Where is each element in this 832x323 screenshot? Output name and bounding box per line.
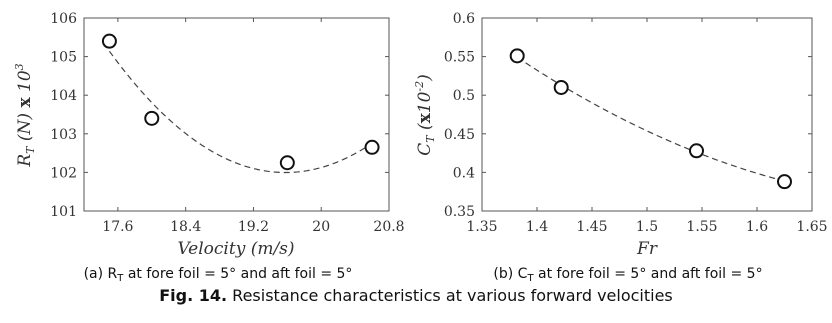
y-axis-label-b: CT (x10-2) [413, 74, 437, 156]
y-tick-labels-a: 101 102 103 104 105 106 [50, 11, 77, 220]
data-point [364, 139, 380, 155]
x-axis-label-b: Fr [636, 239, 658, 259]
caption-b: (b) CT at fore foil = 5° and aft foil = … [493, 266, 762, 284]
x-tick-label: 1.6 [746, 219, 768, 235]
y-axis-label-a: RT (N) x 103 [13, 63, 37, 167]
fit-curve-a [108, 50, 373, 174]
x-tick-label: 1.65 [796, 219, 827, 235]
chart-ct-vs-froude: 1.35 1.4 1.45 1.5 1.55 1.6 1.65 0.35 0.4 0.45 0.5… [413, 11, 828, 284]
x-tick-label: 17.6 [102, 219, 133, 235]
x-tick-label: 19.2 [238, 219, 269, 235]
y-tick-label: 102 [50, 165, 77, 181]
figure-label: Fig. 14. [159, 286, 227, 305]
chart-resistance-vs-velocity: 17.6 18.4 19.2 20 20.8 101 102 103 104 105 106 Ve… [13, 11, 405, 284]
y-tick-label: 0.55 [444, 50, 475, 66]
data-point [144, 110, 160, 126]
y-tick-label: 103 [50, 127, 77, 143]
y-tick-label: 0.4 [453, 165, 475, 181]
figure-title-text: Resistance characteristics at various fo… [227, 286, 673, 305]
y-tick-label: 0.6 [453, 11, 475, 27]
x-tick-label: 1.35 [466, 219, 497, 235]
y-tick-labels-b: 0.35 0.4 0.45 0.5 0.55 0.6 [444, 11, 475, 220]
caption-a: (a) RT at fore foil = 5° and aft foil = … [84, 266, 353, 284]
y-tick-label: 0.35 [444, 204, 475, 220]
figure-title: Fig. 14. Resistance characteristics at v… [159, 286, 673, 305]
x-tick-labels-b: 1.35 1.4 1.45 1.5 1.55 1.6 1.65 [466, 219, 827, 235]
data-point [509, 48, 525, 64]
tick-marks-a [84, 17, 390, 212]
x-tick-label: 18.4 [170, 219, 201, 235]
y-tick-label: 0.5 [453, 88, 475, 104]
plot-area-a [83, 17, 390, 212]
y-tick-label: 104 [50, 88, 77, 104]
data-points-b [509, 48, 792, 190]
x-tick-label: 20 [312, 219, 330, 235]
plot-area-b [481, 17, 813, 212]
data-points-a [101, 33, 380, 171]
x-tick-label: 20.8 [373, 219, 404, 235]
x-axis-label-a: Velocity (m/s) [177, 239, 294, 259]
x-tick-labels-a: 17.6 18.4 19.2 20 20.8 [102, 219, 404, 235]
y-tick-label: 106 [50, 11, 77, 27]
x-tick-label: 1.5 [636, 219, 658, 235]
x-tick-label: 1.4 [526, 219, 548, 235]
data-point [777, 174, 792, 190]
x-tick-label: 1.45 [576, 219, 607, 235]
fit-curve-b [516, 56, 785, 182]
x-tick-label: 1.55 [686, 219, 717, 235]
data-point [689, 143, 704, 159]
data-point [101, 33, 117, 49]
tick-marks-b [481, 17, 813, 212]
y-tick-label: 105 [50, 50, 77, 66]
data-point [279, 155, 295, 171]
y-tick-label: 101 [50, 204, 77, 220]
y-tick-label: 0.45 [444, 127, 475, 143]
data-point [553, 79, 569, 95]
